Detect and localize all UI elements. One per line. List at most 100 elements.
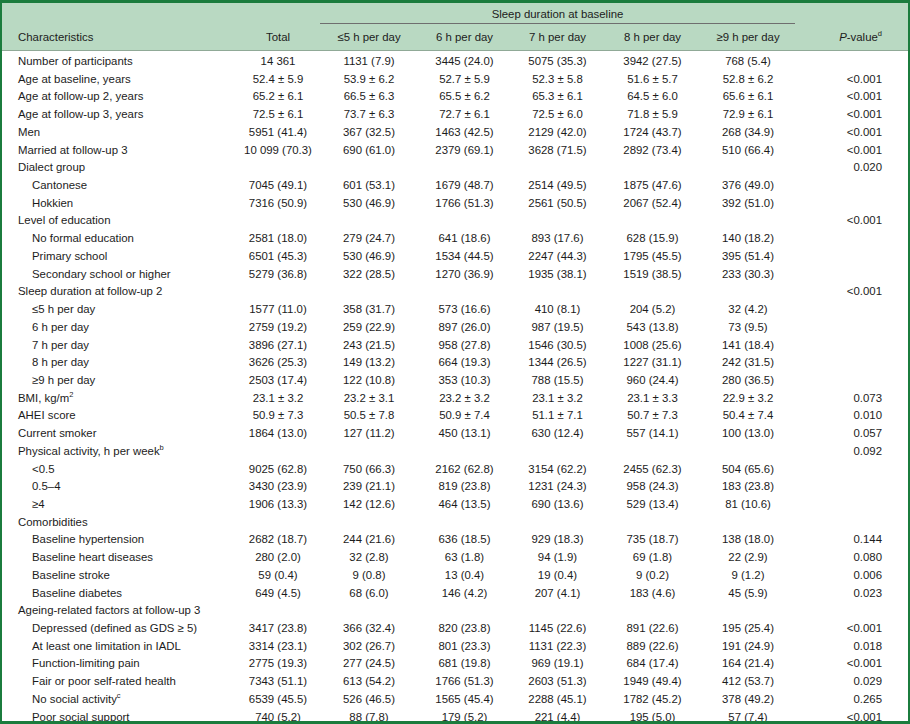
row-label: ≥9 h per day	[2, 372, 236, 390]
cell-ge9h: 50.4 ± 7.4	[701, 407, 795, 425]
cell-pvalue: 0.092	[795, 443, 908, 461]
cell-7h: 2603 (51.3)	[511, 673, 604, 691]
cell-le5h: 66.5 ± 6.3	[320, 88, 418, 106]
cell-total: 7045 (49.1)	[236, 177, 320, 195]
spanner-heading: Sleep duration at baseline	[320, 8, 795, 24]
table-row: AHEI score 50.9 ± 7.3 50.5 ± 7.8 50.9 ± …	[2, 407, 908, 425]
cell-7h: 1546 (30.5)	[511, 337, 604, 355]
cell-ge9h: 81 (10.6)	[701, 496, 795, 514]
cell-ge9h: 141 (18.4)	[701, 337, 795, 355]
table-body: Number of participants 14 361 1131 (7.9)…	[2, 51, 908, 724]
cell-8h: 1519 (38.5)	[604, 266, 701, 284]
table-row: 8 h per day 3626 (25.3) 149 (13.2) 664 (…	[2, 354, 908, 372]
cell-total: 14 361	[236, 53, 320, 71]
cell-total: 52.4 ± 5.9	[236, 71, 320, 89]
table-row: ≥4 1906 (13.3) 142 (12.6) 464 (13.5) 690…	[2, 496, 908, 514]
cell-7h: 788 (15.5)	[511, 372, 604, 390]
cell-pvalue: <0.001	[795, 212, 908, 230]
cell-6h: 2162 (62.8)	[418, 461, 511, 479]
cell-total: 23.1 ± 3.2	[236, 390, 320, 408]
row-label: Baseline diabetes	[2, 585, 236, 603]
cell-ge9h: 65.6 ± 6.1	[701, 88, 795, 106]
col-header-6h: 6 h per day	[418, 31, 511, 43]
cell-7h: 1131 (22.3)	[511, 638, 604, 656]
cell-6h: 63 (1.8)	[418, 549, 511, 567]
row-label: Secondary school or higher	[2, 266, 236, 284]
row-label: Poor social support	[2, 709, 236, 724]
cell-ge9h: 412 (53.7)	[701, 673, 795, 691]
cell-8h: 195 (5.0)	[604, 709, 701, 724]
cell-7h: 23.1 ± 3.2	[511, 390, 604, 408]
cell-ge9h: 195 (25.4)	[701, 620, 795, 638]
col-header-8h: 8 h per day	[604, 31, 701, 43]
cell-pvalue: 0.018	[795, 638, 908, 656]
cell-total: 6539 (45.5)	[236, 691, 320, 709]
cell-le5h: 302 (26.7)	[320, 638, 418, 656]
cell-ge9h: 183 (23.8)	[701, 478, 795, 496]
cell-7h: 1344 (26.5)	[511, 354, 604, 372]
table-row: Poor social support 740 (5.2) 88 (7.8) 1…	[2, 709, 908, 724]
table-row: Age at baseline, years 52.4 ± 5.9 53.9 ±…	[2, 71, 908, 89]
row-label: At least one limitation in IADL	[2, 638, 236, 656]
cell-total: 3626 (25.3)	[236, 354, 320, 372]
cell-pvalue: <0.001	[795, 655, 908, 673]
cell-pvalue: 0.020	[795, 159, 908, 177]
cell-6h: 65.5 ± 6.2	[418, 88, 511, 106]
cell-pvalue: <0.001	[795, 283, 908, 301]
cell-8h: 51.6 ± 5.7	[604, 71, 701, 89]
cell-total: 2682 (18.7)	[236, 531, 320, 549]
cell-8h: 628 (15.9)	[604, 230, 701, 248]
cell-total: 1864 (13.0)	[236, 425, 320, 443]
row-label: BMI, kg/m2	[2, 390, 236, 408]
cell-ge9h: 504 (65.6)	[701, 461, 795, 479]
table-row: 0.5–4 3430 (23.9) 239 (21.1) 819 (23.8) …	[2, 478, 908, 496]
cell-ge9h: 22 (2.9)	[701, 549, 795, 567]
cell-total: 1906 (13.3)	[236, 496, 320, 514]
cell-le5h: 530 (46.9)	[320, 195, 418, 213]
cell-le5h: 73.7 ± 6.3	[320, 106, 418, 124]
table-row: Ageing-related factors at follow-up 3	[2, 602, 908, 620]
cell-6h: 72.7 ± 6.1	[418, 106, 511, 124]
cell-6h: 1766 (51.3)	[418, 673, 511, 691]
cell-le5h: 127 (11.2)	[320, 425, 418, 443]
cell-6h: 179 (5.2)	[418, 709, 511, 724]
cell-ge9h: 100 (13.0)	[701, 425, 795, 443]
cell-7h: 65.3 ± 6.1	[511, 88, 604, 106]
cell-le5h: 9 (0.8)	[320, 567, 418, 585]
cell-7h: 1145 (22.6)	[511, 620, 604, 638]
table-row: Cantonese 7045 (49.1) 601 (53.1) 1679 (4…	[2, 177, 908, 195]
cell-8h: 891 (22.6)	[604, 620, 701, 638]
cell-total: 2759 (19.2)	[236, 319, 320, 337]
cell-total: 7343 (51.1)	[236, 673, 320, 691]
table-row: Primary school 6501 (45.3) 530 (46.9) 15…	[2, 248, 908, 266]
cell-ge9h: 73 (9.5)	[701, 319, 795, 337]
row-label: No formal education	[2, 230, 236, 248]
cell-le5h: 277 (24.5)	[320, 655, 418, 673]
row-label: 7 h per day	[2, 337, 236, 355]
cell-7h: 207 (4.1)	[511, 585, 604, 603]
cell-6h: 23.2 ± 3.2	[418, 390, 511, 408]
cell-6h: 1463 (42.5)	[418, 124, 511, 142]
cell-6h: 2379 (69.1)	[418, 142, 511, 160]
cell-total: 649 (4.5)	[236, 585, 320, 603]
cell-pvalue: <0.001	[795, 88, 908, 106]
cell-8h: 2067 (52.4)	[604, 195, 701, 213]
cell-le5h: 68 (6.0)	[320, 585, 418, 603]
table-row: Sleep duration at follow-up 2 <0.001	[2, 283, 908, 301]
table-row: Function-limiting pain 2775 (19.3) 277 (…	[2, 655, 908, 673]
row-label: Depressed (defined as GDS ≥ 5)	[2, 620, 236, 638]
row-label: Baseline hypertension	[2, 531, 236, 549]
table-row: Secondary school or higher 5279 (36.8) 3…	[2, 266, 908, 284]
cell-7h: 690 (13.6)	[511, 496, 604, 514]
cell-pvalue: 0.073	[795, 390, 908, 408]
row-label: 6 h per day	[2, 319, 236, 337]
cell-le5h: 50.5 ± 7.8	[320, 407, 418, 425]
cell-8h: 50.7 ± 7.3	[604, 407, 701, 425]
table-row: No formal education 2581 (18.0) 279 (24.…	[2, 230, 908, 248]
cell-6h: 3445 (24.0)	[418, 53, 511, 71]
cell-8h: 64.5 ± 6.0	[604, 88, 701, 106]
table-row: At least one limitation in IADL 3314 (23…	[2, 638, 908, 656]
cell-le5h: 322 (28.5)	[320, 266, 418, 284]
row-label: Number of participants	[2, 53, 236, 71]
table-row: Depressed (defined as GDS ≥ 5) 3417 (23.…	[2, 620, 908, 638]
